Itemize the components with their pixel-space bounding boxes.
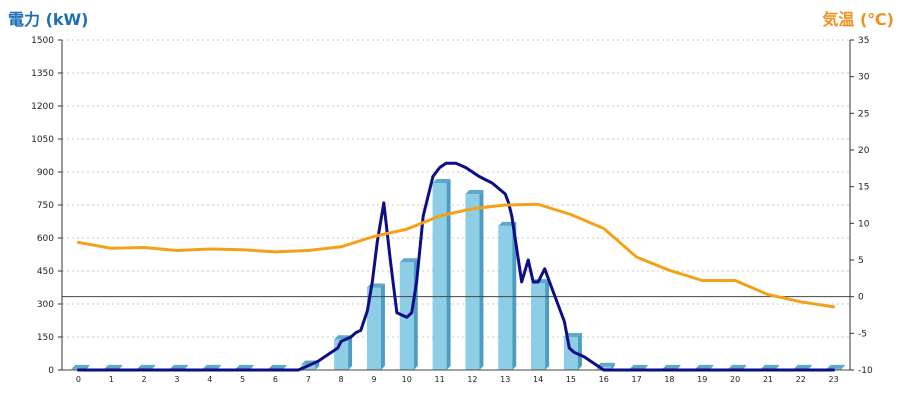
right-tick-label: 25 — [858, 109, 869, 119]
x-tick-label: 21 — [763, 375, 773, 384]
right-tick-label: -5 — [858, 329, 867, 339]
x-tick-label: 14 — [533, 375, 543, 384]
left-tick-label: 150 — [37, 333, 54, 343]
left-tick-label: 750 — [37, 201, 54, 211]
x-tick-label: 6 — [273, 375, 278, 384]
right-tick-label: 5 — [858, 256, 864, 266]
right-tick-label: 10 — [858, 219, 870, 229]
x-tick-label: 15 — [566, 375, 576, 384]
temperature-line — [76, 202, 836, 309]
bar-12 — [465, 190, 484, 370]
bar-14 — [531, 279, 550, 370]
x-tick-label: 11 — [434, 375, 444, 384]
x-tick-label: 3 — [174, 375, 179, 384]
power-line — [76, 161, 836, 372]
bar-13 — [498, 221, 517, 370]
left-axis-title: 電力 (kW) — [8, 10, 89, 29]
left-tick-label: 0 — [48, 366, 54, 376]
right-tick-label: -10 — [858, 366, 873, 376]
right-tick-label: 30 — [858, 73, 870, 83]
x-tick-label: 9 — [371, 375, 376, 384]
bar-9 — [366, 283, 385, 370]
x-tick-label: 23 — [828, 375, 838, 384]
x-tick-label: 13 — [500, 375, 510, 384]
x-tick-label: 19 — [697, 375, 707, 384]
left-tick-label: 1050 — [31, 135, 54, 145]
left-tick-label: 900 — [37, 168, 54, 178]
x-tick-label: 2 — [142, 375, 147, 384]
x-tick-label: 1 — [109, 375, 114, 384]
right-tick-label: 20 — [858, 146, 870, 156]
left-tick-label: 1200 — [31, 102, 54, 112]
x-tick-label: 7 — [306, 375, 311, 384]
left-tick-label: 300 — [37, 300, 54, 310]
right-axis-title: 気温 (℃) — [822, 10, 894, 29]
x-tick-label: 18 — [664, 375, 674, 384]
left-tick-label: 450 — [37, 267, 54, 277]
left-tick-label: 1350 — [31, 69, 54, 79]
x-tick-label: 17 — [631, 375, 641, 384]
x-tick-label: 10 — [402, 375, 412, 384]
x-tick-label: 16 — [599, 375, 609, 384]
right-tick-label: 15 — [858, 183, 869, 193]
x-tick-label: 20 — [730, 375, 740, 384]
x-tick-label: 22 — [796, 375, 806, 384]
right-tick-label: 35 — [858, 36, 869, 46]
left-tick-label: 1500 — [31, 36, 54, 46]
x-tick-label: 0 — [76, 375, 81, 384]
bar-11 — [432, 179, 451, 370]
x-tick-label: 5 — [240, 375, 245, 384]
right-tick-label: 0 — [858, 293, 864, 303]
left-tick-label: 600 — [37, 234, 54, 244]
x-tick-label: 12 — [467, 375, 477, 384]
x-tick-label: 4 — [207, 375, 212, 384]
x-tick-label: 8 — [339, 375, 344, 384]
